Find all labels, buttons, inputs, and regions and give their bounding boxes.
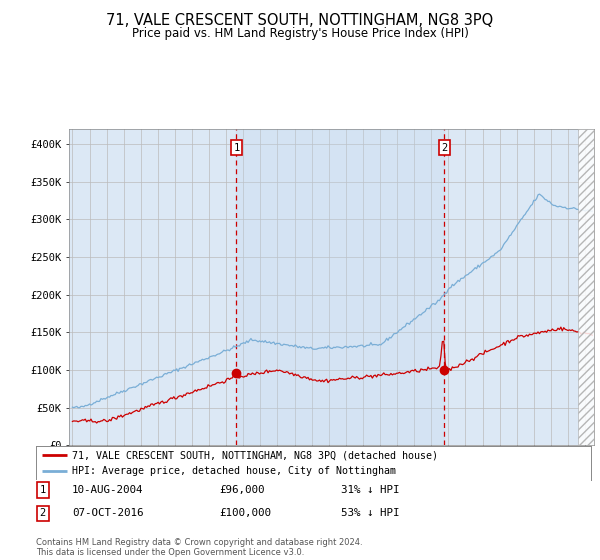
- Text: 1: 1: [233, 143, 239, 153]
- Bar: [578, 129, 600, 445]
- Text: 07-OCT-2016: 07-OCT-2016: [72, 508, 143, 519]
- Text: Contains HM Land Registry data © Crown copyright and database right 2024.
This d: Contains HM Land Registry data © Crown c…: [36, 538, 362, 557]
- Text: 10-AUG-2004: 10-AUG-2004: [72, 485, 143, 495]
- Text: 71, VALE CRESCENT SOUTH, NOTTINGHAM, NG8 3PQ: 71, VALE CRESCENT SOUTH, NOTTINGHAM, NG8…: [106, 13, 494, 28]
- Text: £100,000: £100,000: [219, 508, 271, 519]
- Text: 53% ↓ HPI: 53% ↓ HPI: [341, 508, 400, 519]
- Text: 31% ↓ HPI: 31% ↓ HPI: [341, 485, 400, 495]
- Text: 1: 1: [40, 485, 46, 495]
- Text: 2: 2: [40, 508, 46, 519]
- Bar: [236, 129, 445, 445]
- Text: 71, VALE CRESCENT SOUTH, NOTTINGHAM, NG8 3PQ (detached house): 71, VALE CRESCENT SOUTH, NOTTINGHAM, NG8…: [72, 450, 438, 460]
- Text: 2: 2: [442, 143, 448, 153]
- Text: HPI: Average price, detached house, City of Nottingham: HPI: Average price, detached house, City…: [72, 466, 396, 476]
- Text: Price paid vs. HM Land Registry's House Price Index (HPI): Price paid vs. HM Land Registry's House …: [131, 27, 469, 40]
- Text: £96,000: £96,000: [219, 485, 265, 495]
